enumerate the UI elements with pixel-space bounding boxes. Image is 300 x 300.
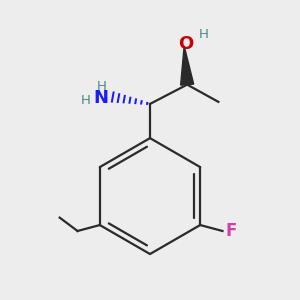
Text: O: O [178, 34, 193, 52]
Text: H: H [97, 80, 107, 93]
Text: H: H [81, 94, 90, 107]
Text: F: F [225, 222, 236, 240]
Text: H: H [199, 28, 208, 40]
Text: N: N [94, 89, 109, 107]
Polygon shape [181, 46, 194, 85]
